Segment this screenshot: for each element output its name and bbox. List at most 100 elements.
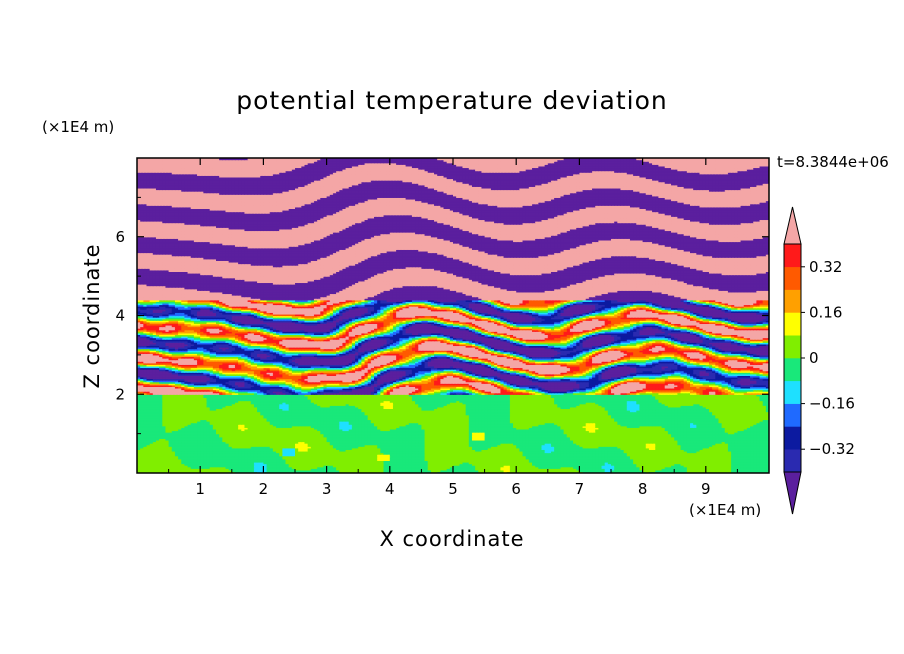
contour-cell bbox=[152, 458, 157, 461]
contour-cell bbox=[513, 457, 517, 460]
contour-cell bbox=[317, 471, 321, 473]
contour-cell bbox=[140, 463, 144, 466]
contour-cell bbox=[690, 468, 694, 471]
contour-cell bbox=[370, 457, 375, 460]
contour-cell bbox=[693, 466, 697, 469]
contour-cell bbox=[190, 457, 195, 460]
contour-cell bbox=[339, 469, 343, 473]
contour-cell bbox=[389, 460, 394, 463]
contour-cell bbox=[234, 458, 239, 461]
contour-cell bbox=[585, 463, 590, 466]
contour-cell bbox=[149, 461, 154, 465]
contour-cell bbox=[285, 469, 290, 473]
contour-cell bbox=[367, 468, 372, 471]
contour-cell bbox=[367, 469, 372, 473]
contour-cell bbox=[623, 457, 628, 460]
contour-cell bbox=[566, 465, 571, 468]
contour-cell bbox=[765, 463, 769, 466]
contour-cell bbox=[212, 463, 217, 466]
contour-cell bbox=[471, 457, 476, 460]
contour-cell bbox=[396, 468, 400, 471]
contour-cell bbox=[383, 463, 388, 466]
contour-cell bbox=[266, 463, 271, 466]
contour-cell bbox=[497, 466, 501, 469]
contour-cell bbox=[544, 471, 549, 473]
contour-cell bbox=[165, 471, 170, 473]
contour-cell bbox=[298, 471, 302, 473]
contour-cell bbox=[187, 465, 192, 468]
contour-cell bbox=[386, 463, 391, 466]
contour-cell bbox=[216, 461, 220, 465]
contour-cell bbox=[453, 460, 457, 463]
contour-cell bbox=[295, 463, 299, 466]
contour-cell bbox=[544, 457, 549, 460]
contour-cell bbox=[276, 460, 280, 463]
contour-cell bbox=[399, 458, 404, 461]
contour-cell bbox=[468, 461, 473, 465]
contour-cell bbox=[197, 469, 201, 473]
contour-cell bbox=[326, 466, 331, 469]
contour-cell bbox=[696, 469, 701, 473]
contour-cell bbox=[582, 469, 587, 473]
contour-cell bbox=[345, 458, 350, 461]
contour-cell bbox=[456, 463, 460, 466]
contour-cell bbox=[509, 471, 514, 473]
contour-cell bbox=[503, 465, 508, 468]
contour-cell bbox=[721, 471, 726, 473]
contour-cell bbox=[497, 458, 501, 461]
contour-cell bbox=[595, 471, 599, 473]
contour-cell bbox=[712, 460, 716, 463]
contour-cell bbox=[680, 471, 685, 473]
contour-cell bbox=[159, 469, 163, 473]
contour-cell bbox=[629, 457, 634, 460]
contour-cell bbox=[737, 463, 742, 466]
contour-cell bbox=[554, 468, 558, 471]
contour-cell bbox=[475, 458, 479, 461]
contour-cell bbox=[181, 463, 185, 466]
contour-cell bbox=[544, 460, 549, 463]
contour-cell bbox=[478, 465, 483, 468]
contour-cell bbox=[642, 463, 647, 466]
contour-cell bbox=[645, 468, 650, 471]
contour-cell bbox=[750, 469, 754, 473]
contour-cell bbox=[263, 463, 268, 466]
contour-cell bbox=[178, 469, 182, 473]
contour-cell bbox=[528, 468, 533, 471]
contour-cell bbox=[361, 463, 366, 466]
contour-cell bbox=[225, 468, 230, 471]
contour-cell bbox=[206, 457, 211, 460]
contour-cell bbox=[392, 460, 397, 463]
contour-cell bbox=[253, 465, 258, 468]
contour-cell bbox=[588, 466, 593, 469]
contour-cell bbox=[411, 471, 416, 473]
contour-cell bbox=[484, 461, 489, 465]
contour-cell bbox=[503, 471, 508, 473]
contour-cell bbox=[222, 463, 227, 466]
contour-cell bbox=[206, 461, 211, 465]
contour-cell bbox=[693, 458, 697, 461]
contour-cell bbox=[705, 463, 710, 466]
contour-cell bbox=[528, 471, 533, 473]
contour-cell bbox=[377, 469, 381, 473]
contour-cell bbox=[532, 460, 536, 463]
contour-cell bbox=[686, 466, 691, 469]
contour-cell bbox=[462, 469, 467, 473]
contour-cell bbox=[295, 468, 299, 471]
contour-cell bbox=[611, 466, 615, 469]
contour-cell bbox=[753, 460, 757, 463]
contour-cell bbox=[253, 463, 258, 466]
contour-cell bbox=[250, 460, 255, 463]
contour-cell bbox=[525, 465, 530, 468]
contour-cell bbox=[601, 471, 606, 473]
contour-cell bbox=[623, 460, 628, 463]
contour-cell bbox=[307, 458, 312, 461]
contour-cell bbox=[506, 463, 511, 466]
contour-cell bbox=[190, 463, 195, 466]
contour-cell bbox=[295, 460, 299, 463]
contour-cell bbox=[203, 469, 208, 473]
contour-cell bbox=[272, 457, 277, 460]
contour-cell bbox=[193, 457, 198, 460]
contour-cell bbox=[683, 471, 688, 473]
contour-cell bbox=[260, 457, 264, 460]
contour-cell bbox=[671, 468, 675, 471]
